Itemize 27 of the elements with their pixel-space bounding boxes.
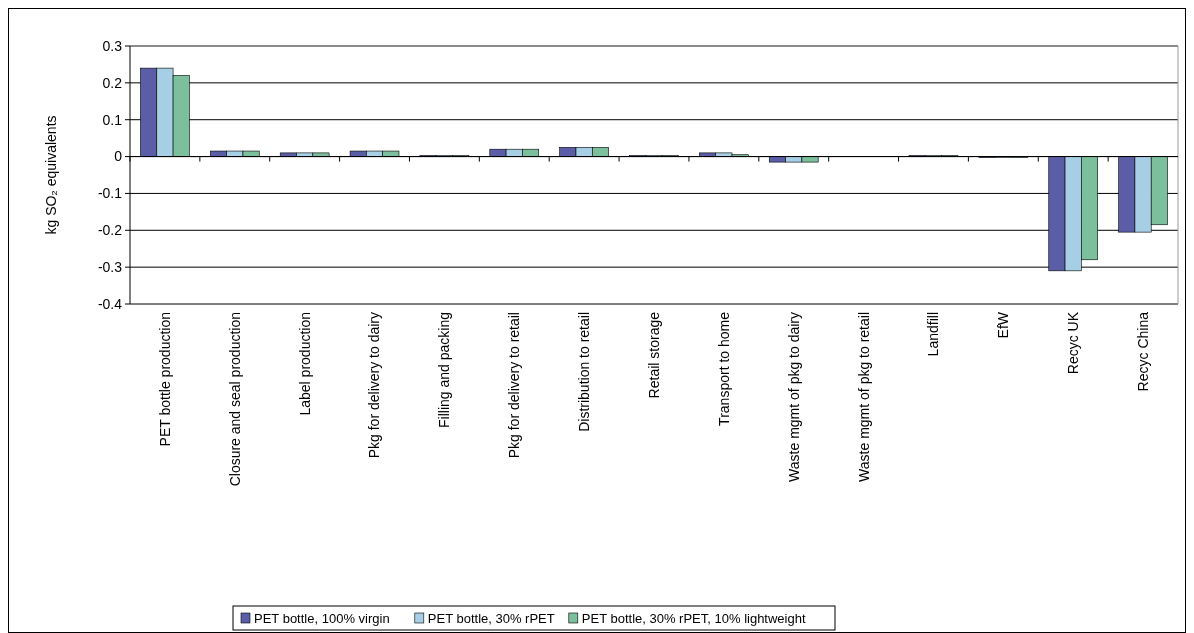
x-tick-label: Label production [296, 312, 313, 416]
y-tick-label: 0.1 [102, 111, 123, 128]
x-tick-label: Waste mgmt of pkg to dairy [785, 312, 802, 482]
x-tick-label: Filling and packing [436, 312, 453, 428]
y-tick-label: -0.4 [97, 295, 123, 312]
legend-label: PET bottle, 100% virgin [254, 610, 390, 626]
x-tick-label: Landfill [925, 312, 942, 357]
x-tick-label: EfW [995, 311, 1012, 339]
x-tick-label: PET bottle production [156, 312, 173, 447]
y-axis-title: kg SO₂ equivalents [43, 115, 59, 235]
y-tick-label: -0.1 [97, 185, 123, 202]
x-tick-label: Pkg for delivery to dairy [366, 312, 383, 459]
y-tick-label: 0.2 [102, 74, 123, 91]
y-tick-label: 0.3 [102, 37, 123, 54]
x-tick-label: Recyc UK [1065, 311, 1082, 375]
x-tick-label: Retail storage [645, 311, 662, 399]
legend-label: PET bottle, 30% rPET, 10% lightweight [581, 610, 806, 626]
x-tick-label: Recyc China [1134, 311, 1151, 392]
x-tick-label: Waste mgmt of pkg to retail [855, 312, 872, 482]
y-tick-label: -0.2 [97, 222, 123, 239]
x-tick-label: Pkg for delivery to retail [506, 312, 523, 459]
x-tick-label: Distribution to retail [576, 312, 593, 432]
x-tick-label: Closure and seal production [226, 312, 243, 487]
x-tick-label: Transport to home [715, 311, 732, 426]
y-tick-label: -0.3 [97, 259, 123, 276]
legend-label: PET bottle, 30% rPET [427, 610, 555, 626]
y-tick-label: 0 [114, 148, 123, 165]
